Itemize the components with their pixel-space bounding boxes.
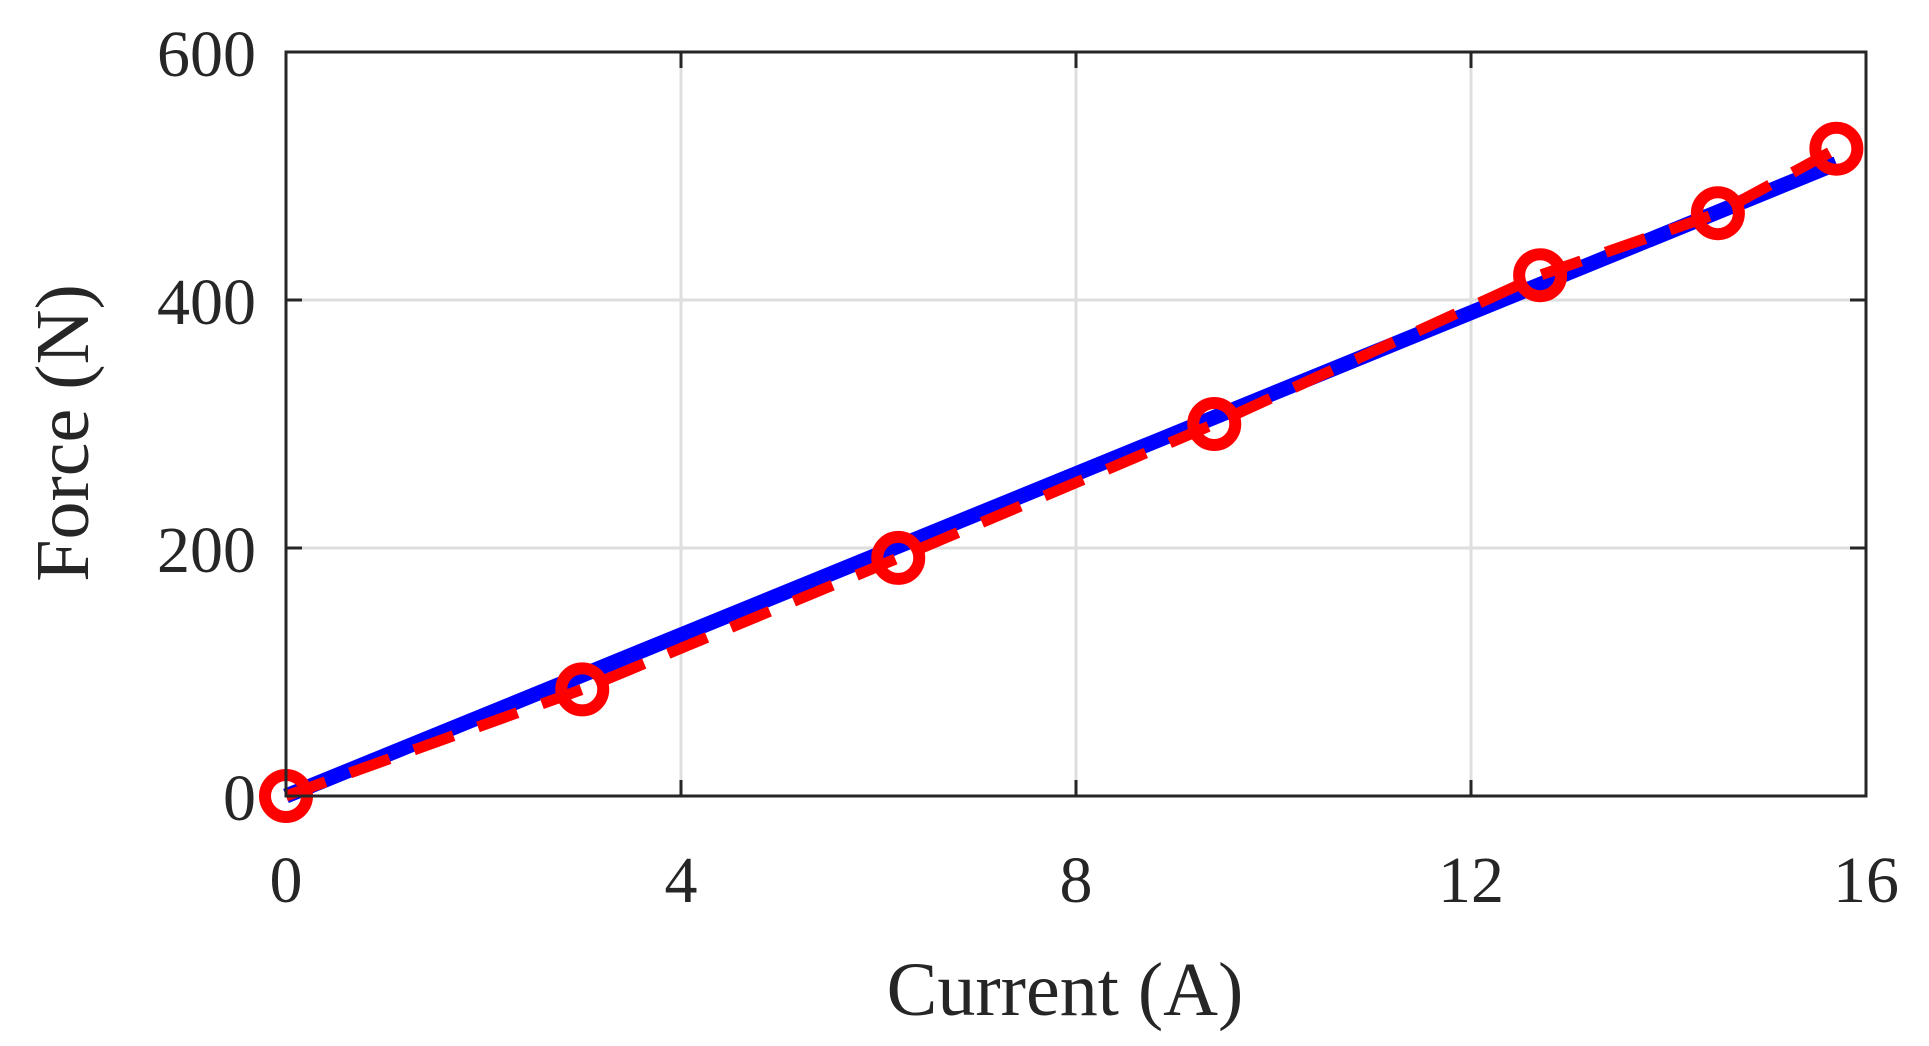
x-tick-label: 0 — [270, 844, 303, 917]
x-tick-label: 12 — [1438, 844, 1504, 917]
data-point-marker — [1690, 186, 1745, 241]
y-tick-label: 200 — [157, 514, 256, 587]
y-tick-label: 600 — [157, 18, 256, 91]
data-point-marker — [1187, 397, 1242, 451]
plot-series — [259, 121, 1864, 823]
grid-lines — [286, 52, 1866, 796]
y-axis-label: Force (N) — [21, 284, 105, 582]
data-point-marker — [1513, 248, 1568, 303]
y-tick-label: 0 — [223, 762, 256, 835]
x-tick-label: 8 — [1060, 844, 1093, 917]
y-tick-label: 400 — [157, 266, 256, 339]
x-axis-label: Current (A) — [887, 948, 1244, 1032]
x-tick-label: 16 — [1833, 844, 1899, 917]
series-line-solid — [283, 156, 1840, 803]
data-point-marker — [871, 530, 926, 585]
tick-labels: 0 4 8 12 16 0 200 400 600 — [157, 18, 1899, 917]
x-tick-label: 4 — [665, 844, 698, 917]
data-point-marker — [555, 662, 610, 717]
data-point-marker — [1809, 121, 1864, 176]
axes-frame — [284, 50, 1868, 798]
